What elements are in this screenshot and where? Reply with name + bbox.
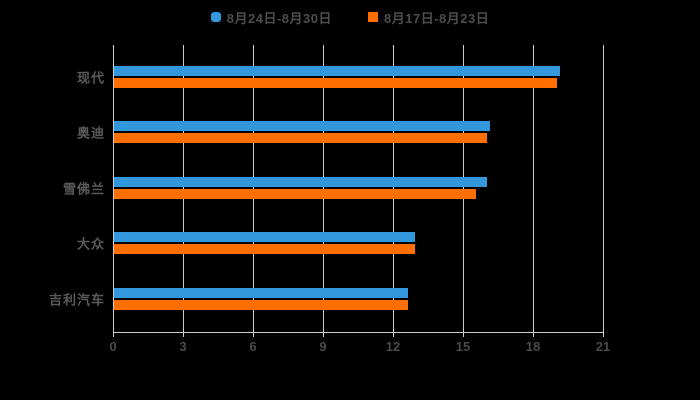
legend-label-week-aug24-30: 8月24日-8月30日 [226,10,332,26]
bar-series2-cat1 [114,77,558,88]
x-axis-tick [253,332,254,337]
bar-series1-cat4 [114,232,415,243]
x-axis-tick-label: 6 [249,339,257,354]
bar-series2-cat3 [114,188,476,199]
category-label-1: 现代 [76,70,105,86]
x-axis-tick [113,332,114,337]
x-axis-tick-label: 21 [595,339,611,354]
bar-series2-cat5 [114,299,408,310]
legend-marker-orange-icon [368,12,378,22]
bar-series1-cat1 [114,65,560,76]
x-axis-line [113,332,604,333]
bar-series1-cat5 [114,287,408,298]
bar-series1-cat3 [114,176,488,187]
legend-marker-blue-icon [210,12,221,22]
category-label-3: 雪佛兰 [62,181,105,197]
grid-line [463,45,464,332]
bar-series2-cat2 [114,133,488,144]
x-axis-tick-label: 0 [109,339,117,354]
grid-line [323,45,324,332]
x-axis-tick [463,332,464,337]
x-axis-tick-label: 12 [385,339,401,354]
x-axis-tick-label: 18 [525,339,541,354]
legend-label-week-aug17-23: 8月17日-8月23日 [384,10,490,26]
legend: 8月24日-8月30日 8月17日-8月23日 [0,8,700,26]
x-axis-tick [533,332,534,337]
x-axis-tick [323,332,324,337]
x-axis-tick [183,332,184,337]
grid-line [183,45,184,332]
category-label-4: 大众 [76,236,105,252]
x-axis-tick [393,332,394,337]
category-label-2: 奥迪 [76,125,105,141]
category-label-5: 吉利汽车 [48,292,105,308]
grid-line [253,45,254,332]
legend-item-week-aug17-23[interactable]: 8月17日-8月23日 [368,8,489,27]
grid-line [533,45,534,332]
x-axis-tick-label: 15 [455,339,471,354]
grid-line [393,45,394,332]
x-axis-tick-label: 9 [319,339,327,354]
grid-line [603,45,604,332]
bar-series2-cat4 [114,244,415,255]
grid-line [113,45,114,332]
x-axis-tick-label: 3 [179,339,187,354]
bar-series1-cat2 [114,121,490,132]
legend-item-week-aug24-30[interactable]: 8月24日-8月30日 [210,8,332,27]
x-axis-tick [603,332,604,337]
